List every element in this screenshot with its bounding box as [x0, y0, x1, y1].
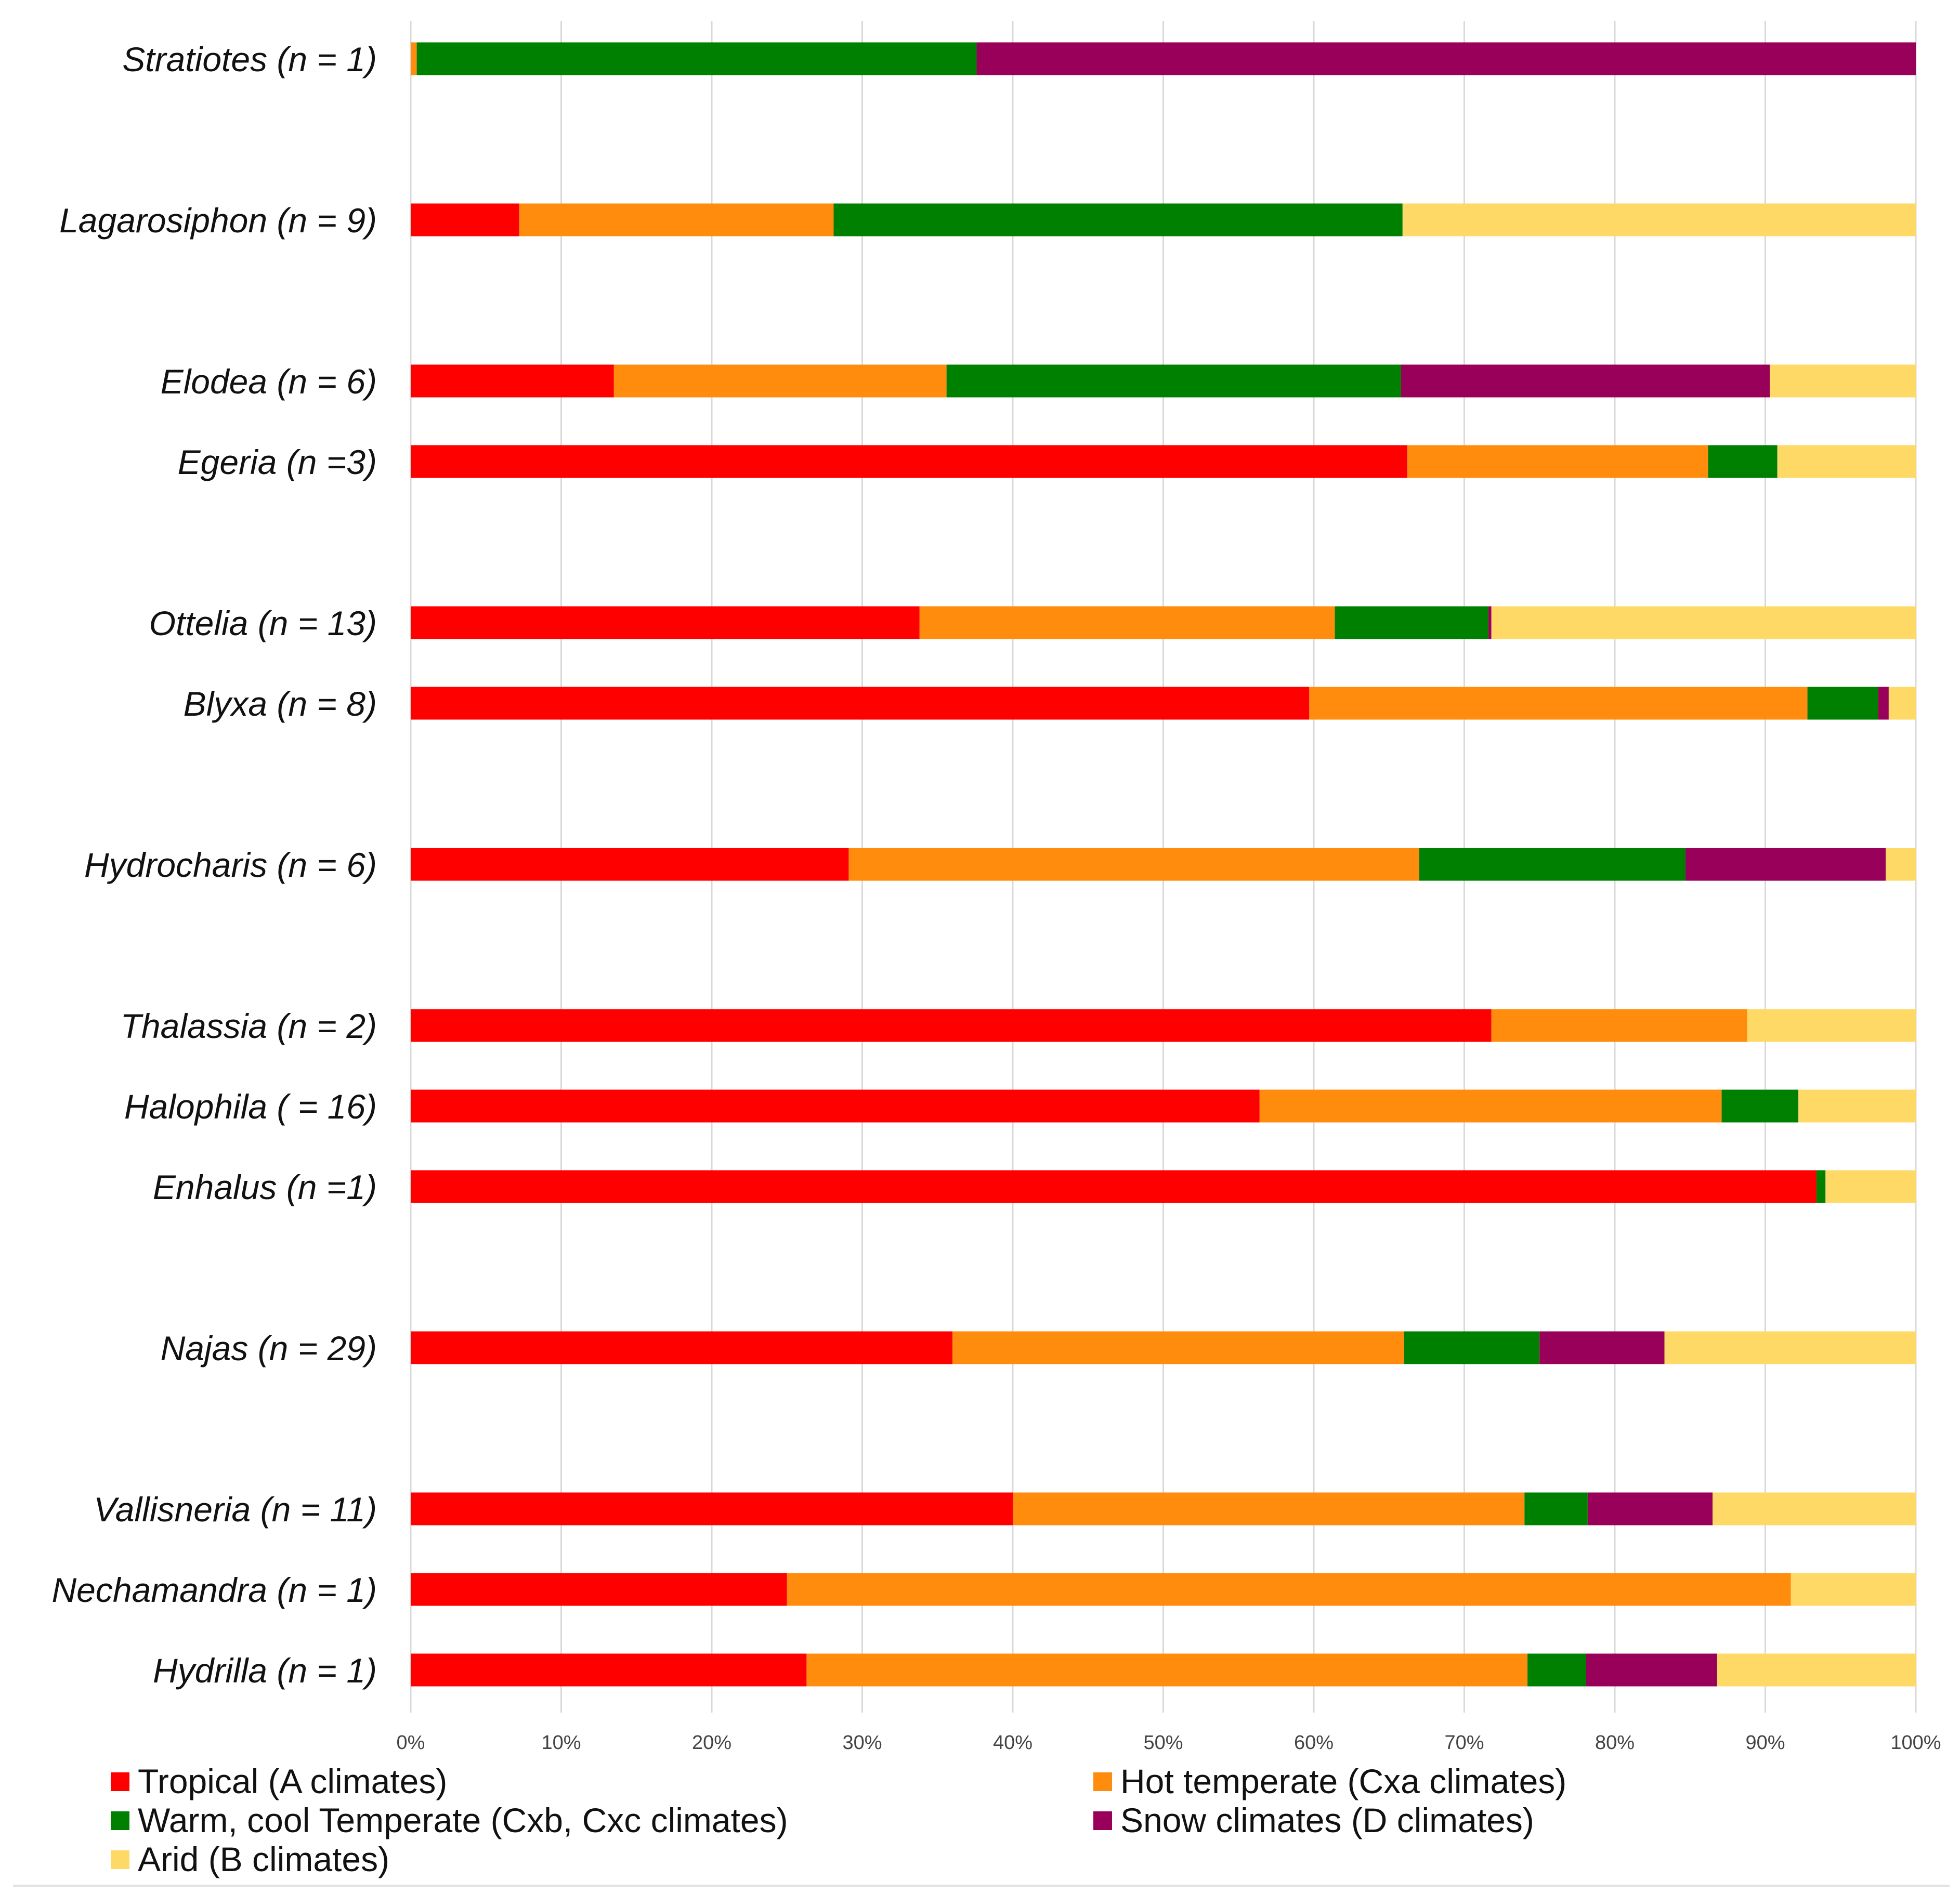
- bar-segment: [411, 1009, 1492, 1042]
- bar-segment: [1798, 1089, 1916, 1123]
- bar-segment: [1527, 1653, 1586, 1687]
- bar-segment: [411, 364, 614, 398]
- bar-segment: [411, 1089, 1260, 1123]
- legend: Tropical (A climates) Hot temperate (Cxa …: [111, 1762, 1566, 1878]
- bar-segment: [1402, 203, 1916, 236]
- bar-segment: [1539, 1331, 1665, 1364]
- category-labels: Stratiotes (n = 1) Lagarosiphon (n = 9) El…: [52, 40, 377, 1690]
- bar-segment: [1791, 1573, 1916, 1606]
- bar-segment: [1825, 1170, 1916, 1203]
- bar-segment: [411, 42, 417, 75]
- bar-segment: [1491, 1009, 1747, 1042]
- x-tick-label: 30%: [842, 1732, 882, 1754]
- bar-segment: [833, 203, 1403, 236]
- x-tick-label: 0%: [397, 1732, 425, 1754]
- x-tick-label: 100%: [1890, 1732, 1941, 1754]
- category-label: Egeria (n =3): [178, 443, 377, 481]
- category-label: Lagarosiphon (n = 9): [59, 201, 377, 240]
- bar-segment: [1587, 1492, 1713, 1525]
- legend-swatch: [111, 1850, 129, 1869]
- x-tick-label: 60%: [1294, 1732, 1334, 1754]
- legend-swatch: [111, 1811, 129, 1830]
- bar-segment: [1664, 1331, 1916, 1364]
- bar-segment: [848, 848, 1419, 881]
- bar-segment: [1407, 445, 1708, 478]
- x-tick-label: 10%: [541, 1732, 581, 1754]
- bar-segment: [411, 606, 920, 639]
- x-tick-labels: 0% 10% 20% 30% 40% 50% 60% 70% 80% 90% 100%: [397, 1732, 1941, 1754]
- x-tick-label: 40%: [993, 1732, 1033, 1754]
- bar-segment: [952, 1331, 1404, 1364]
- x-tick-label: 80%: [1595, 1732, 1635, 1754]
- category-label: Halophila ( = 16): [124, 1087, 377, 1126]
- category-label: Elodea (n = 6): [161, 362, 377, 401]
- x-tick-label: 50%: [1143, 1732, 1183, 1754]
- category-label: Nechamandra (n = 1): [52, 1571, 377, 1609]
- bar-segment: [919, 606, 1335, 639]
- bar-segment: [411, 1573, 787, 1606]
- category-label: Vallisneria (n = 11): [94, 1490, 377, 1529]
- bar-segment: [411, 1492, 1013, 1525]
- legend-label: Snow climates (D climates): [1120, 1801, 1534, 1839]
- category-label: Blyxa (n = 8): [184, 685, 377, 723]
- bar-segment: [519, 203, 834, 236]
- bar-segment: [411, 687, 1310, 720]
- bar-segment: [1708, 445, 1778, 478]
- bar-segment: [1404, 1331, 1540, 1364]
- bar-segment: [1721, 1089, 1799, 1123]
- legend-swatch: [1093, 1811, 1112, 1830]
- bar-segment: [1816, 1170, 1826, 1203]
- legend-swatch: [1093, 1772, 1112, 1791]
- legend-label: Warm, cool Temperate (Cxb, Cxc climates): [138, 1801, 788, 1839]
- x-tick-label: 70%: [1444, 1732, 1484, 1754]
- legend-label: Arid (B climates): [138, 1840, 389, 1878]
- bar-segment: [1717, 1653, 1916, 1687]
- bar-segment: [1713, 1492, 1916, 1525]
- legend-label: Tropical (A climates): [138, 1762, 447, 1800]
- bar-segment: [1747, 1009, 1916, 1042]
- bar-segment: [411, 848, 849, 881]
- category-label: Hydrocharis (n = 6): [84, 846, 377, 884]
- bar-segment: [411, 203, 519, 236]
- bar-segment: [1878, 687, 1889, 720]
- bar-segment: [1335, 606, 1488, 639]
- bar-segment: [1013, 1492, 1525, 1525]
- bar-segment: [1777, 445, 1916, 478]
- bar-segment: [1888, 687, 1916, 720]
- bar-segment: [1807, 687, 1878, 720]
- category-label: Thalassia (n = 2): [121, 1007, 377, 1045]
- bar-segment: [1488, 606, 1492, 639]
- bar-segment: [1586, 1653, 1717, 1687]
- bar-segment: [1685, 848, 1886, 881]
- category-label: Najas (n = 29): [161, 1329, 377, 1367]
- bar-segment: [787, 1573, 1791, 1606]
- bar-segment: [1886, 848, 1916, 881]
- category-label: Enhalus (n =1): [153, 1168, 377, 1206]
- bar-segment: [1419, 848, 1686, 881]
- bar-segment: [411, 445, 1407, 478]
- legend-label: Hot temperate (Cxa climates): [1120, 1762, 1566, 1800]
- bar-segment: [1491, 606, 1916, 639]
- bar-segment: [946, 364, 1401, 398]
- bar-segment: [976, 42, 1916, 75]
- bar-segment: [1770, 364, 1916, 398]
- category-label: Ottelia (n = 13): [149, 604, 377, 642]
- legend-swatch: [111, 1772, 129, 1791]
- bar-segment: [1524, 1492, 1588, 1525]
- bar-segment: [411, 1331, 953, 1364]
- bars: [411, 42, 1916, 1687]
- bar-segment: [1401, 364, 1770, 398]
- category-label: Stratiotes (n = 1): [122, 40, 377, 78]
- bar-segment: [1259, 1089, 1722, 1123]
- bar-segment: [411, 1653, 807, 1687]
- bar-segment: [416, 42, 977, 75]
- bar-segment: [613, 364, 947, 398]
- x-tick-label: 20%: [692, 1732, 731, 1754]
- category-label: Hydrilla (n = 1): [153, 1651, 377, 1690]
- bar-segment: [411, 1170, 1817, 1203]
- bar-segment: [1309, 687, 1808, 720]
- x-tick-label: 90%: [1745, 1732, 1785, 1754]
- bar-segment: [806, 1653, 1528, 1687]
